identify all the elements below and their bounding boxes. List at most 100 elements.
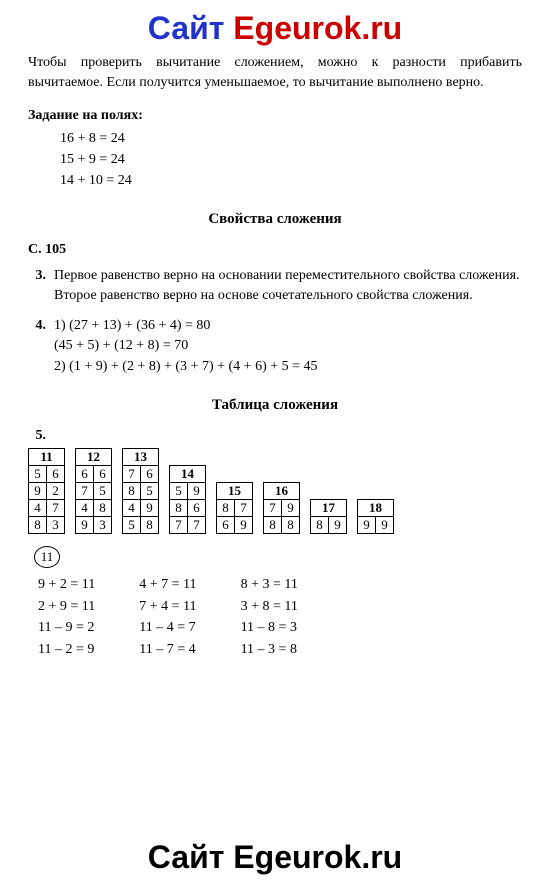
question-body: 1) (27 + 13) + (36 + 4) = 80 (45 + 5) + …	[54, 316, 522, 377]
equation-line: 3 + 8 = 11	[241, 596, 298, 618]
table-cell: 6	[76, 466, 94, 483]
equation-line: 11 – 8 = 3	[241, 617, 298, 639]
table-header-cell: 12	[76, 449, 112, 466]
table-cell: 4	[29, 500, 47, 517]
table-cell: 7	[123, 466, 141, 483]
question-3: 3. Первое равенство верно на основании п…	[28, 266, 522, 307]
table-cell: 9	[76, 517, 94, 534]
equation-column: 8 + 3 = 113 + 8 = 1111 – 8 = 311 – 3 = 8	[241, 574, 298, 661]
table-cell: 6	[217, 517, 235, 534]
equation-line: 11 – 9 = 2	[38, 617, 95, 639]
equation-column: 4 + 7 = 117 + 4 = 1111 – 4 = 711 – 7 = 4	[139, 574, 196, 661]
table-cell: 8	[311, 517, 329, 534]
site-watermark-bottom: Сайт Egeurok.ru	[0, 839, 550, 876]
equation-line: 11 – 2 = 9	[38, 639, 95, 661]
table-cell: 9	[376, 517, 394, 534]
table-cell: 3	[47, 517, 65, 534]
calc-line: 2) (1 + 9) + (2 + 8) + (3 + 7) + (4 + 6)…	[54, 357, 522, 377]
table-cell: 7	[188, 517, 206, 534]
table-cell: 5	[141, 483, 159, 500]
equation-line: 11 – 3 = 8	[241, 639, 298, 661]
addition-table: 167988	[263, 482, 300, 534]
table-cell: 7	[264, 500, 282, 517]
intro-paragraph: Чтобы проверить вычитание сложением, мож…	[28, 53, 522, 94]
table-header-cell: 15	[217, 483, 253, 500]
site-watermark-top: Сайт Egeurok.ru	[28, 10, 522, 47]
addition-table-grid: 1266754893	[75, 448, 112, 534]
equation-line: 8 + 3 = 11	[241, 574, 298, 596]
calc-line: 1) (27 + 13) + (36 + 4) = 80	[54, 316, 522, 336]
equation-line: 9 + 2 = 11	[38, 574, 95, 596]
margins-task: Задание на полях: 16 + 8 = 24 15 + 9 = 2…	[28, 108, 522, 191]
margins-title: Задание на полях:	[28, 108, 522, 124]
table-cell: 4	[76, 500, 94, 517]
table-cell: 9	[188, 483, 206, 500]
table-cell: 2	[47, 483, 65, 500]
table-cell: 9	[235, 517, 253, 534]
margin-line: 16 + 8 = 24	[60, 128, 522, 149]
table-header-cell: 11	[29, 449, 65, 466]
addition-table-grid: 1156924783	[28, 448, 65, 534]
circled-number: 11	[34, 546, 60, 568]
question-number: 4.	[28, 316, 54, 377]
table-cell: 8	[29, 517, 47, 534]
table-header-cell: 13	[123, 449, 159, 466]
page-reference: С. 105	[28, 242, 522, 258]
table-cell: 8	[264, 517, 282, 534]
table-cell: 9	[29, 483, 47, 500]
equation-line: 7 + 4 = 11	[139, 596, 196, 618]
margin-line: 14 + 10 = 24	[60, 170, 522, 191]
equation-columns: 9 + 2 = 112 + 9 = 1111 – 9 = 211 – 2 = 9…	[28, 574, 522, 661]
question-text-line: Второе равенство верно на основе сочетат…	[54, 286, 522, 306]
addition-table-grid: 1899	[357, 499, 394, 534]
question-5: 5. 1156924783126675489313768549581459867…	[28, 428, 522, 661]
addition-table-grid: 14598677	[169, 465, 206, 534]
watermark-word1: Сайт	[148, 10, 234, 46]
table-cell: 9	[358, 517, 376, 534]
addition-table-grid: 158769	[216, 482, 253, 534]
section-heading: Таблица сложения	[28, 397, 522, 414]
question-body: Первое равенство верно на основании пере…	[54, 266, 522, 307]
calc-line: (45 + 5) + (12 + 8) = 70	[54, 336, 522, 356]
addition-table: 1266754893	[75, 448, 112, 534]
table-cell: 7	[47, 500, 65, 517]
addition-table: 14598677	[169, 465, 206, 534]
equation-line: 2 + 9 = 11	[38, 596, 95, 618]
table-cell: 6	[47, 466, 65, 483]
addition-table: 1789	[310, 499, 347, 534]
table-cell: 5	[29, 466, 47, 483]
table-header-cell: 16	[264, 483, 300, 500]
table-header-cell: 18	[358, 500, 394, 517]
table-cell: 5	[123, 517, 141, 534]
question-number: 5.	[28, 428, 54, 444]
addition-tables-row: 1156924783126675489313768549581459867715…	[28, 448, 522, 534]
table-cell: 4	[123, 500, 141, 517]
table-cell: 5	[170, 483, 188, 500]
table-header-cell: 14	[170, 466, 206, 483]
table-cell: 7	[235, 500, 253, 517]
margin-line: 15 + 9 = 24	[60, 149, 522, 170]
table-cell: 6	[141, 466, 159, 483]
watermark-word1: Сайт	[148, 839, 234, 875]
table-cell: 7	[76, 483, 94, 500]
addition-table: 158769	[216, 482, 253, 534]
section-heading: Свойства сложения	[28, 211, 522, 228]
addition-table-grid: 1376854958	[122, 448, 159, 534]
question-number: 3.	[28, 266, 54, 307]
equation-line: 4 + 7 = 11	[139, 574, 196, 596]
margins-lines: 16 + 8 = 24 15 + 9 = 24 14 + 10 = 24	[28, 128, 522, 191]
addition-table: 1376854958	[122, 448, 159, 534]
equation-line: 11 – 4 = 7	[139, 617, 196, 639]
table-cell: 9	[282, 500, 300, 517]
addition-table-grid: 167988	[263, 482, 300, 534]
watermark-word2: Egeurok.ru	[233, 10, 402, 46]
table-cell: 7	[170, 517, 188, 534]
table-cell: 8	[141, 517, 159, 534]
addition-table-grid: 1789	[310, 499, 347, 534]
table-header-cell: 17	[311, 500, 347, 517]
table-cell: 8	[94, 500, 112, 517]
table-cell: 8	[282, 517, 300, 534]
table-cell: 3	[94, 517, 112, 534]
addition-table: 1156924783	[28, 448, 65, 534]
equation-line: 11 – 7 = 4	[139, 639, 196, 661]
